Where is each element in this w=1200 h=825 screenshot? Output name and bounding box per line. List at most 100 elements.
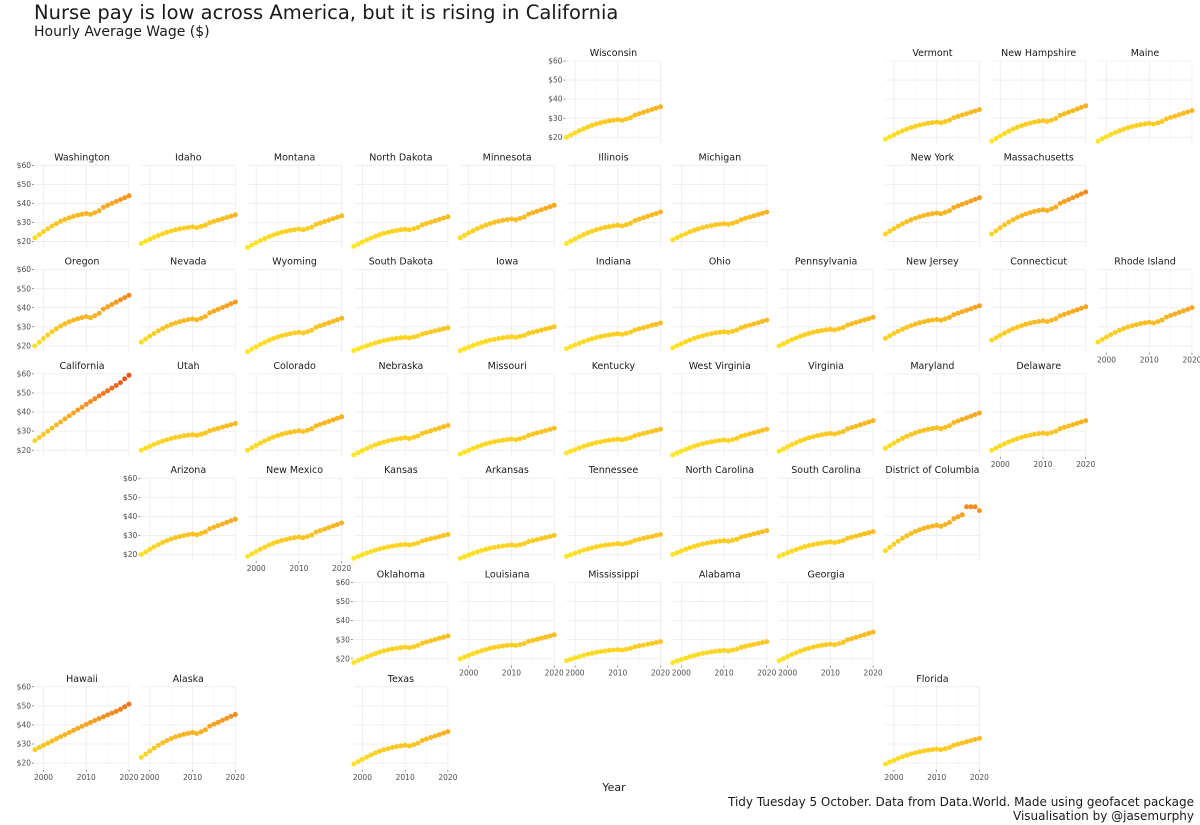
data-point bbox=[951, 742, 957, 748]
data-point bbox=[547, 633, 553, 639]
data-point bbox=[521, 541, 527, 547]
data-point bbox=[377, 440, 382, 446]
data-point bbox=[479, 224, 485, 230]
data-point bbox=[1189, 305, 1195, 311]
data-point bbox=[968, 109, 974, 115]
panel-rhode-island: Rhode Island 2000 2010 2020 bbox=[1095, 257, 1200, 365]
data-point bbox=[526, 638, 532, 644]
data-point bbox=[993, 136, 999, 141]
panel-title: Missouri bbox=[488, 361, 527, 372]
data-point bbox=[845, 322, 850, 328]
data-point bbox=[457, 555, 463, 561]
data-point bbox=[304, 329, 310, 335]
data-point bbox=[734, 536, 740, 542]
data-point bbox=[1176, 112, 1182, 118]
data-point bbox=[598, 334, 604, 339]
y-tick-label: $20 bbox=[17, 446, 32, 455]
data-point bbox=[415, 540, 421, 546]
data-point bbox=[304, 534, 310, 539]
data-point bbox=[228, 518, 234, 524]
data-point bbox=[1057, 313, 1063, 319]
data-point bbox=[678, 657, 684, 662]
data-point bbox=[330, 318, 336, 324]
data-point bbox=[113, 708, 119, 714]
data-point bbox=[334, 415, 340, 421]
data-point bbox=[1027, 432, 1033, 438]
data-point bbox=[904, 752, 910, 758]
data-point bbox=[441, 634, 447, 640]
data-point bbox=[862, 420, 868, 426]
data-point bbox=[628, 645, 634, 651]
data-point bbox=[164, 538, 170, 544]
data-point bbox=[683, 339, 689, 345]
data-point bbox=[798, 545, 803, 551]
data-point bbox=[504, 217, 510, 223]
data-point bbox=[802, 436, 808, 442]
data-point bbox=[287, 227, 293, 233]
data-point bbox=[921, 427, 927, 433]
data-point bbox=[832, 642, 838, 648]
data-point bbox=[882, 231, 888, 237]
data-point bbox=[1185, 109, 1191, 115]
data-point bbox=[168, 322, 174, 327]
data-point bbox=[359, 552, 365, 558]
data-point bbox=[198, 729, 204, 735]
data-point bbox=[1061, 111, 1067, 117]
data-point bbox=[441, 730, 447, 736]
data-point bbox=[564, 658, 569, 664]
data-point bbox=[755, 212, 761, 217]
data-point bbox=[738, 325, 744, 331]
data-point bbox=[151, 234, 157, 240]
data-point bbox=[708, 439, 714, 445]
data-point bbox=[181, 731, 187, 737]
data-point bbox=[83, 721, 89, 727]
data-point bbox=[615, 331, 621, 337]
data-point bbox=[138, 339, 144, 345]
data-point bbox=[925, 426, 931, 432]
data-point bbox=[245, 553, 251, 559]
panel-title: Michigan bbox=[699, 152, 742, 163]
x-tick-label: 2020 bbox=[757, 669, 776, 678]
data-point bbox=[1078, 104, 1084, 110]
panel-indiana: Indiana bbox=[564, 257, 663, 352]
data-point bbox=[517, 642, 523, 648]
data-point bbox=[912, 321, 918, 327]
panel-title: Idaho bbox=[175, 152, 202, 163]
data-point bbox=[806, 330, 812, 336]
data-point bbox=[215, 523, 221, 529]
data-point bbox=[645, 641, 651, 647]
data-point bbox=[71, 410, 76, 416]
panel-title: Wyoming bbox=[272, 257, 317, 268]
data-point bbox=[326, 217, 332, 223]
data-point bbox=[194, 225, 200, 231]
data-point bbox=[1083, 304, 1089, 310]
data-point bbox=[704, 650, 710, 656]
data-point bbox=[895, 538, 901, 544]
data-point bbox=[934, 317, 940, 322]
data-point bbox=[266, 542, 272, 548]
data-point bbox=[220, 521, 225, 527]
data-point bbox=[645, 213, 651, 219]
data-point bbox=[1116, 128, 1122, 134]
data-point bbox=[1040, 207, 1046, 213]
data-point bbox=[283, 430, 289, 436]
data-point bbox=[1138, 122, 1144, 128]
data-point bbox=[934, 746, 940, 752]
data-point bbox=[632, 112, 638, 118]
data-point bbox=[1036, 431, 1042, 437]
data-point bbox=[71, 213, 76, 219]
data-point bbox=[151, 544, 157, 550]
data-point bbox=[538, 635, 544, 641]
data-point bbox=[190, 531, 196, 537]
data-point bbox=[572, 130, 578, 136]
data-point bbox=[198, 315, 204, 321]
y-tick-label: $40 bbox=[17, 721, 32, 730]
data-point bbox=[845, 535, 850, 541]
data-point bbox=[908, 751, 914, 757]
data-point bbox=[118, 706, 123, 712]
y-tick-label: $30 bbox=[17, 427, 32, 436]
data-point bbox=[109, 710, 115, 716]
data-point bbox=[462, 449, 467, 455]
data-point bbox=[738, 433, 744, 439]
data-point bbox=[419, 640, 425, 646]
